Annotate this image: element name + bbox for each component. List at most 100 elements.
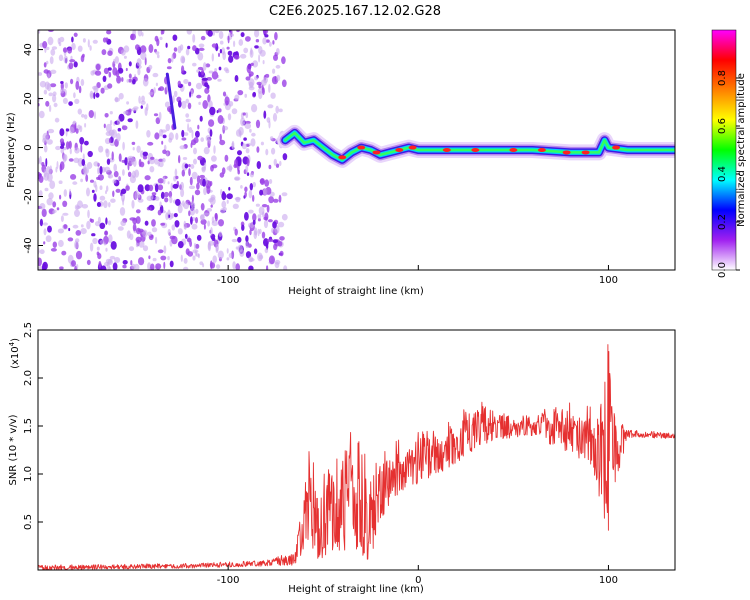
noise-dot — [246, 172, 250, 177]
noise-dot — [41, 208, 47, 218]
noise-dot — [187, 102, 192, 110]
noise-dot — [59, 194, 62, 200]
noise-dot — [216, 110, 219, 114]
noise-dot — [112, 262, 118, 270]
noise-dot — [208, 100, 213, 109]
noise-dot — [255, 39, 260, 43]
noise-dot — [42, 41, 48, 49]
noise-dot — [133, 158, 137, 167]
colorbar-tick-label: 0.6 — [717, 118, 728, 134]
noise-dot — [177, 228, 183, 235]
noise-dot — [148, 204, 155, 211]
noise-dot — [147, 141, 154, 146]
noise-dot — [48, 92, 53, 97]
noise-dot — [170, 182, 173, 191]
noise-dot — [193, 147, 197, 155]
noise-dot — [120, 49, 126, 56]
noise-dot — [192, 255, 196, 261]
noise-dot — [206, 208, 213, 212]
noise-dot — [46, 83, 52, 92]
noise-dot — [236, 30, 240, 33]
noise-dot — [261, 87, 265, 95]
noise-dot — [108, 174, 111, 179]
noise-dot — [209, 196, 216, 205]
noise-dot — [183, 202, 190, 210]
noise-dot — [177, 204, 183, 214]
noise-dot — [233, 40, 236, 47]
noise-dot — [147, 231, 152, 237]
noise-dot — [162, 176, 166, 185]
noise-dot — [127, 118, 133, 123]
colorbar: 0.0 0.2 0.4 0.6 0.8 Normalized spectral ampl… — [711, 29, 747, 278]
noise-dot — [99, 165, 103, 175]
noise-dot — [177, 80, 181, 87]
snr-plot-frame — [37, 329, 676, 571]
noise-dot — [252, 219, 256, 225]
snr-series — [38, 344, 675, 570]
noise-dot — [208, 119, 215, 127]
noise-dot — [111, 129, 117, 139]
noise-dot — [198, 43, 205, 48]
noise-dot — [95, 63, 101, 71]
noise-dot — [150, 263, 155, 270]
noise-dot — [173, 90, 178, 98]
noise-dot — [94, 70, 102, 76]
noise-dot — [262, 37, 267, 45]
noise-dot — [226, 46, 230, 50]
snr-x-ticks: -100 0 100 — [217, 565, 618, 586]
noise-dot — [50, 69, 57, 75]
noise-dot — [103, 242, 107, 246]
noise-dot — [123, 110, 128, 115]
noise-dot — [249, 172, 254, 178]
noise-streak — [165, 72, 177, 130]
noise-dot — [69, 148, 72, 155]
noise-dot — [241, 121, 245, 125]
noise-dot — [266, 117, 271, 123]
noise-dot — [252, 60, 259, 68]
noise-dot — [231, 142, 234, 149]
noise-dot — [171, 53, 174, 63]
spectrogram-panel: -100 100 -40 -20 0 20 40 Height of straight l… — [6, 29, 676, 297]
noise-dot — [151, 219, 156, 227]
noise-dot — [139, 150, 145, 158]
noise-dot — [46, 172, 53, 182]
noise-dot — [158, 161, 164, 168]
noise-dot — [93, 180, 97, 188]
noise-dot — [185, 98, 190, 104]
noise-dot — [211, 237, 216, 241]
noise-dot — [162, 149, 167, 155]
noise-dot — [52, 209, 57, 213]
noise-dot — [240, 53, 247, 59]
noise-dot — [146, 195, 153, 202]
noise-dot — [192, 62, 197, 67]
noise-dot — [192, 34, 196, 43]
noise-dot — [188, 185, 196, 190]
noise-dot — [183, 132, 189, 136]
noise-dot — [184, 233, 188, 239]
noise-dot — [264, 179, 270, 187]
noise-dot — [116, 118, 121, 126]
noise-dot — [152, 257, 157, 262]
noise-dot — [234, 177, 240, 181]
noise-dot — [71, 260, 76, 267]
noise-dot — [274, 76, 277, 83]
noise-dot — [121, 125, 128, 131]
noise-dot — [59, 266, 64, 270]
noise-dot — [248, 190, 253, 199]
noise-dot — [238, 39, 244, 46]
noise-dot — [98, 145, 104, 153]
noise-dot — [265, 39, 270, 43]
noise-dot — [71, 36, 74, 43]
noise-dot — [45, 100, 50, 107]
noise-dot — [128, 78, 132, 83]
noise-dot — [57, 37, 61, 45]
noise-dot — [163, 191, 169, 198]
ridge-peak — [562, 150, 571, 155]
noise-dot — [68, 62, 74, 70]
noise-dot — [269, 136, 274, 141]
noise-dot — [128, 246, 135, 252]
noise-dot — [95, 92, 100, 98]
ridge-peak — [408, 145, 417, 150]
ridge-peak — [612, 145, 621, 150]
noise-dot — [272, 221, 277, 229]
